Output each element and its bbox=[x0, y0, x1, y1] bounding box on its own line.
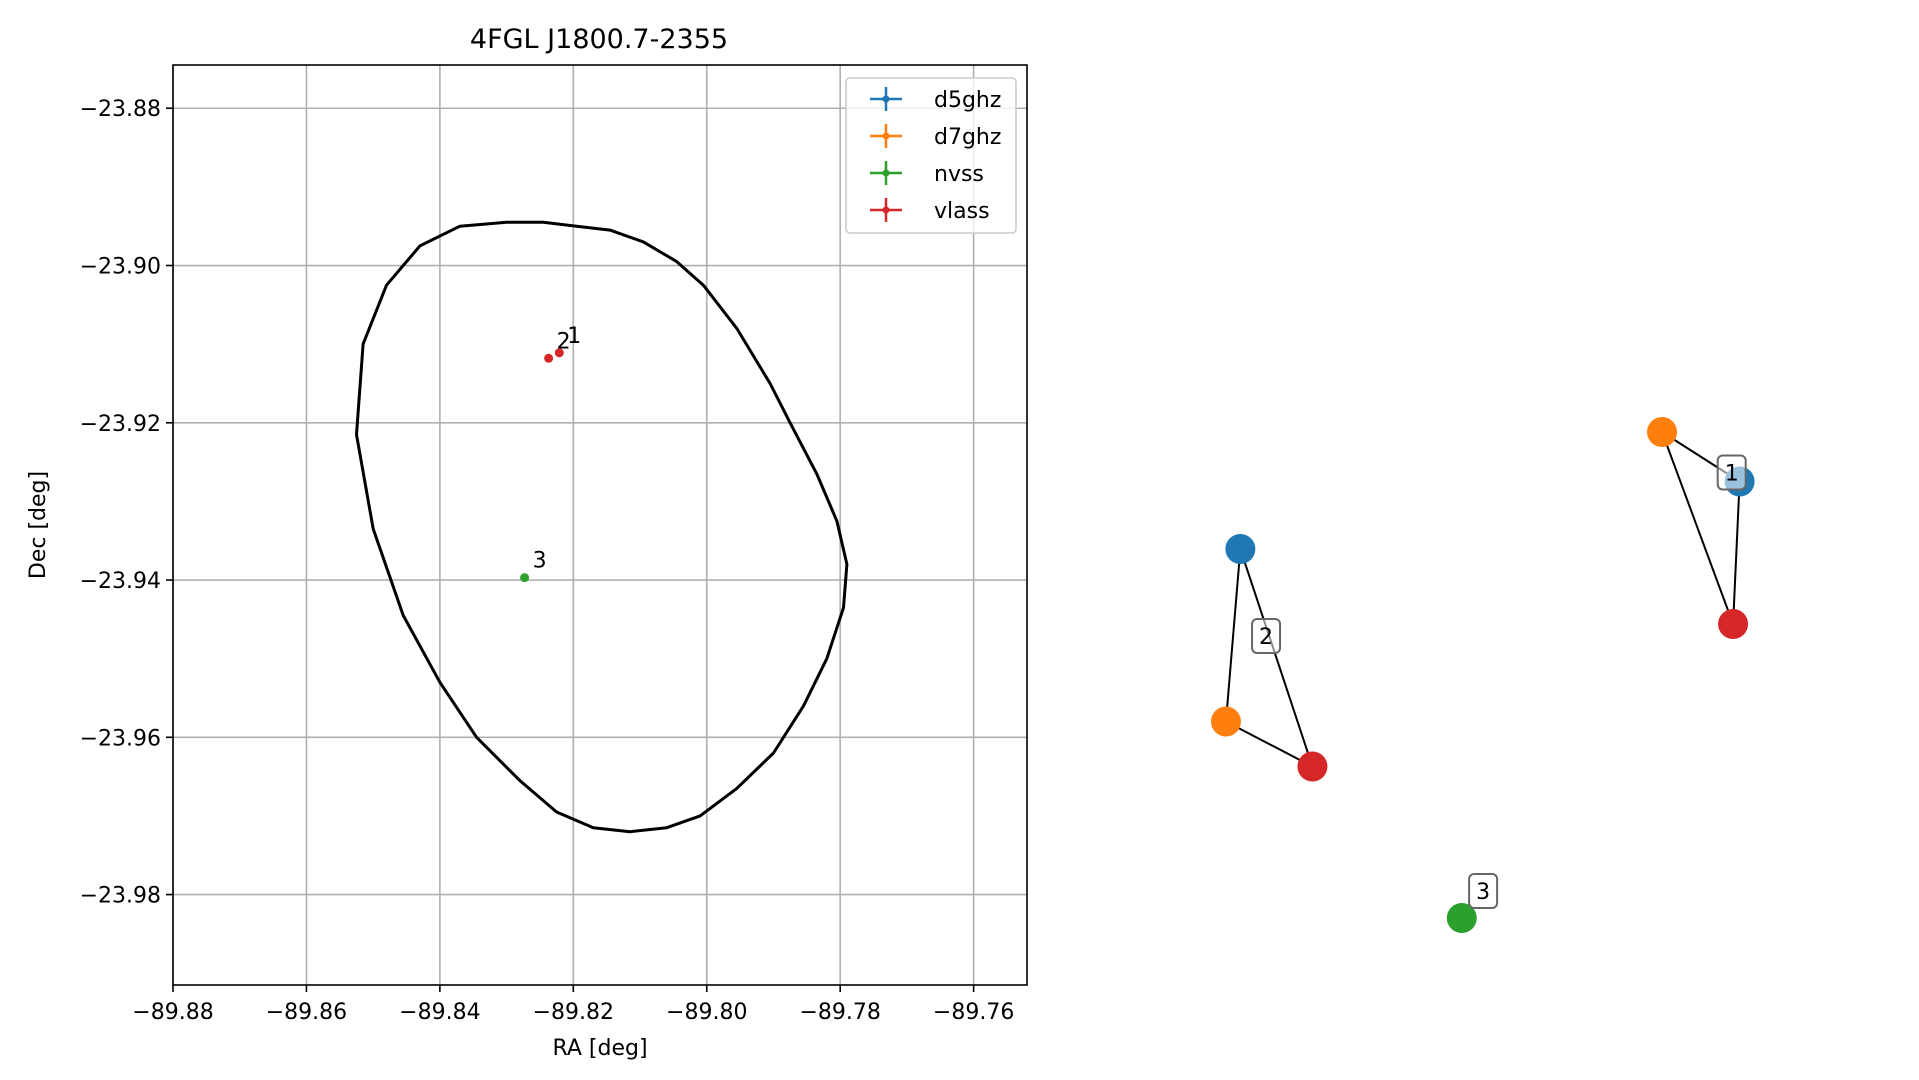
left-plot: 4FGL J1800.7-2355 −89.88 −89.86 −89.84 −89.… bbox=[26, 24, 1028, 1061]
y-tick-label: −23.90 bbox=[80, 255, 161, 280]
legend-box bbox=[845, 77, 1017, 234]
data-points: 3 12 bbox=[520, 324, 581, 583]
vlass-point bbox=[544, 353, 554, 363]
y-axis-label: Dec [deg] bbox=[26, 471, 51, 579]
legend-marker-dot bbox=[882, 95, 890, 103]
error-ellipse-layer bbox=[355, 220, 849, 834]
plot-frame bbox=[172, 64, 1028, 986]
legend-label-vlass: vlass bbox=[934, 199, 990, 224]
network-label: 2 bbox=[1259, 625, 1273, 650]
legend: d5ghz d7ghz nvss vlass bbox=[845, 77, 1017, 234]
x-ticks: −89.88 −89.86 −89.84 −89.82 −89.80 −89.78 −89.… bbox=[132, 985, 1014, 1025]
network-edge bbox=[1224, 548, 1242, 722]
network-label: 3 bbox=[1476, 880, 1490, 905]
x-tick-label: −89.88 bbox=[132, 1000, 213, 1025]
nvss-point bbox=[520, 573, 530, 583]
x-tick-label: −89.80 bbox=[666, 1000, 747, 1025]
network-edge bbox=[1225, 720, 1313, 768]
point-annotation: 1 bbox=[567, 324, 581, 349]
y-tick-label: −23.96 bbox=[80, 726, 161, 751]
network-label: 1 bbox=[1725, 461, 1739, 486]
y-ticks: −23.88 −23.90 −23.92 −23.94 −23.96 −23.98 bbox=[80, 97, 173, 909]
x-tick-label: −89.76 bbox=[933, 1000, 1014, 1025]
network-graph: 1 2 3 bbox=[1210, 416, 1755, 933]
legend-marker-dot bbox=[882, 132, 890, 140]
legend-marker-dot bbox=[882, 169, 890, 177]
point-annotation: 2 bbox=[557, 329, 571, 354]
chart-title: 4FGL J1800.7-2355 bbox=[470, 24, 728, 55]
network-label-box bbox=[1468, 872, 1499, 909]
network-node-c2-blue bbox=[1225, 534, 1256, 565]
network-label-box bbox=[1251, 617, 1282, 654]
network-label-box bbox=[1716, 454, 1747, 491]
legend-marker-dot bbox=[882, 206, 890, 214]
network-edge bbox=[1239, 548, 1314, 767]
x-tick-label: −89.82 bbox=[533, 1000, 614, 1025]
x-axis-label: RA [deg] bbox=[552, 1036, 647, 1061]
x-tick-label: −89.78 bbox=[799, 1000, 880, 1025]
legend-label-d7ghz: d7ghz bbox=[934, 125, 1001, 150]
vlass-point bbox=[554, 348, 564, 358]
network-edge bbox=[1732, 481, 1741, 625]
network-node-c2-red bbox=[1297, 751, 1328, 782]
y-tick-label: −23.94 bbox=[80, 569, 161, 594]
legend-label-nvss: nvss bbox=[934, 162, 984, 187]
network-node-c1-orange bbox=[1647, 416, 1678, 447]
y-tick-label: −23.98 bbox=[80, 884, 161, 909]
grid bbox=[172, 65, 1027, 985]
network-node-c2-orange bbox=[1210, 706, 1241, 737]
network-node-c1-red bbox=[1718, 608, 1749, 639]
x-tick-label: −89.86 bbox=[266, 1000, 347, 1025]
x-tick-label: −89.84 bbox=[399, 1000, 480, 1025]
network-node-c3-green bbox=[1446, 902, 1477, 933]
y-tick-label: −23.88 bbox=[80, 97, 161, 122]
y-tick-label: −23.92 bbox=[80, 412, 161, 437]
legend-label-d5ghz: d5ghz bbox=[934, 88, 1001, 113]
network-edge bbox=[1661, 431, 1735, 625]
error-ellipse bbox=[355, 220, 849, 834]
point-annotation: 3 bbox=[533, 549, 547, 574]
